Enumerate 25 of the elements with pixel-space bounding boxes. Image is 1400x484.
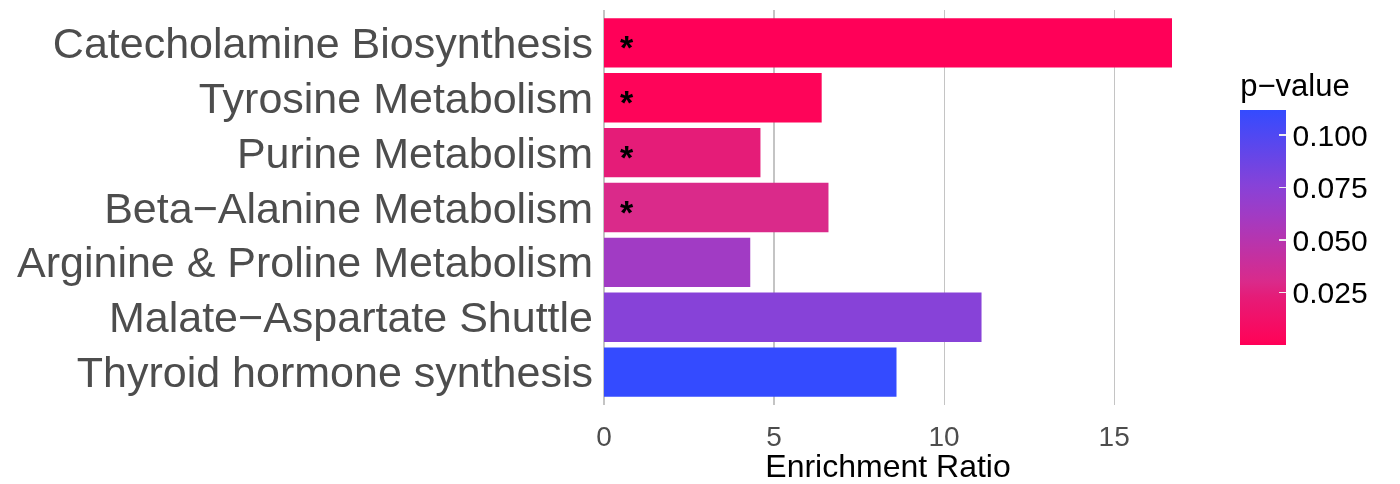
color-bar-label: 0.025 [1292, 276, 1368, 310]
bar [604, 127, 761, 178]
bar [604, 292, 982, 342]
annotation: * [620, 28, 634, 66]
color-bar-label: 0.075 [1292, 171, 1368, 205]
bar [604, 18, 1172, 68]
annotation: * [620, 138, 634, 176]
color-bar-title: p−value [1240, 68, 1350, 104]
x-tick-label: 0 [596, 421, 612, 452]
annotation: * [620, 83, 634, 121]
annotation: * [620, 193, 634, 231]
bar [604, 182, 829, 233]
y-tick-label: Purine Metabolism [236, 128, 593, 177]
bar [604, 347, 897, 397]
y-tick-label: Beta−Alanine Metabolism [104, 183, 593, 232]
color-bar-label: 0.100 [1292, 118, 1368, 152]
y-tick-label: Tyrosine Metabolism [198, 73, 593, 122]
y-tick-label: Arginine & Proline Metabolism [17, 238, 593, 287]
y-tick-label: Malate−Aspartate Shuttle [108, 293, 593, 342]
bar [604, 237, 751, 288]
bar [604, 73, 822, 123]
color-bar-label: 0.050 [1292, 223, 1368, 257]
x-tick-label: 15 [1098, 421, 1130, 452]
y-tick-label: Catecholamine Biosynthesis [52, 18, 593, 67]
y-tick-label: Thyroid hormone synthesis [76, 348, 593, 397]
